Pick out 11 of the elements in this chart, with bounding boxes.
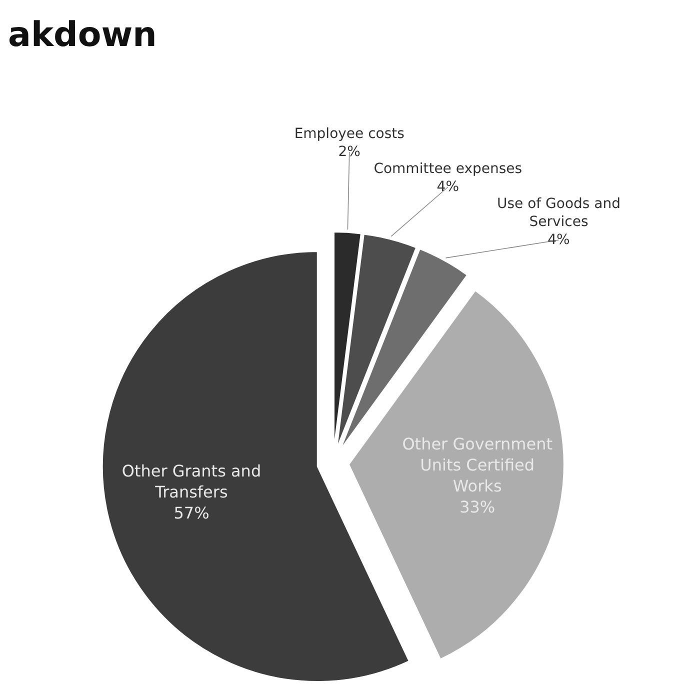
slice-label: Other Grants and Transfers [122, 462, 262, 502]
data-label: 4% [436, 179, 460, 195]
slice-label: Use of Goods and Services [496, 196, 620, 230]
data-label: 2% [338, 144, 360, 160]
slice-label: Employee costs [294, 126, 404, 142]
data-label: 4% [548, 232, 570, 248]
slice-label: Committee expenses [374, 161, 522, 177]
data-label: 33% [460, 498, 496, 517]
data-label: 57% [174, 504, 210, 523]
slice-label: Other Government Units Certified Works [402, 434, 553, 496]
chart-title: akdown [8, 15, 157, 55]
